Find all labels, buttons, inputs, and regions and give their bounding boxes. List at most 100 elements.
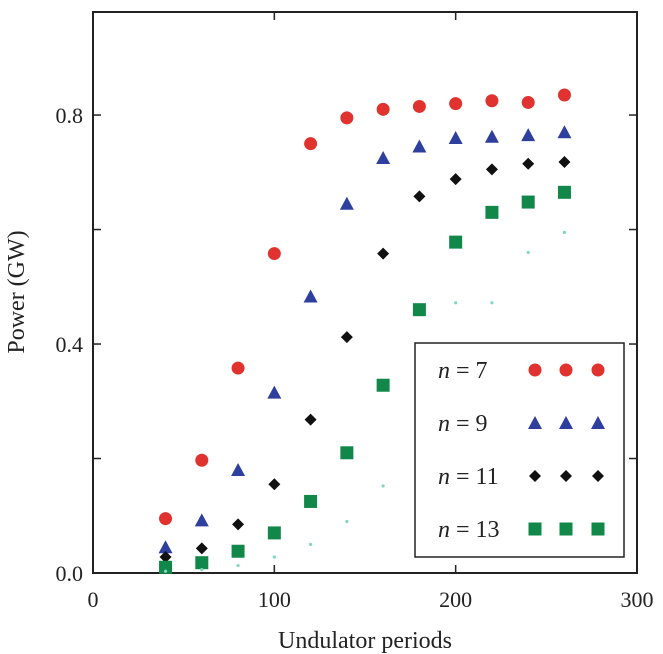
x-tick-label: 100 — [258, 587, 291, 612]
data-point — [200, 567, 204, 572]
legend-label: n = 13 — [438, 517, 500, 543]
legend-marker — [559, 522, 573, 536]
data-point — [557, 88, 571, 102]
data-point — [449, 97, 463, 111]
legend-label-rest: = 9 — [456, 411, 488, 437]
data-point — [449, 235, 463, 249]
data-point — [304, 494, 318, 508]
data-point — [485, 163, 498, 176]
data-point — [340, 446, 354, 460]
data-point — [557, 185, 571, 199]
legend-label-var: n — [438, 358, 450, 384]
data-point — [377, 247, 390, 260]
axis-ticks: 0 100 200 300 0.0 0.4 0.8 — [56, 12, 654, 612]
data-point — [231, 462, 246, 476]
data-point — [158, 540, 173, 554]
y-axis-title: Power (GW) — [4, 230, 30, 353]
y-tick-label: 0.4 — [56, 332, 84, 357]
data-point — [340, 111, 354, 125]
data-point — [413, 190, 426, 203]
data-point — [412, 99, 426, 113]
data-point — [232, 518, 245, 531]
data-point — [272, 555, 276, 559]
data-point — [485, 94, 499, 108]
legend-label: n = 9 — [438, 411, 488, 437]
data-point — [195, 453, 209, 467]
data-point — [195, 556, 209, 570]
legend-label-rest: = 7 — [456, 358, 488, 384]
data-point — [376, 102, 390, 116]
data-point — [268, 478, 281, 491]
data-point — [484, 129, 499, 143]
legend-label-var: n — [438, 411, 450, 437]
data-point — [236, 563, 240, 568]
data-point — [376, 378, 390, 392]
data-point — [558, 155, 571, 168]
data-point — [267, 526, 281, 540]
data-point — [557, 125, 572, 139]
y-tick-label: 0.0 — [56, 561, 84, 586]
data-point — [159, 560, 173, 574]
plot-frame — [92, 11, 638, 574]
series-circle-points — [159, 88, 571, 526]
data-point — [521, 195, 535, 209]
legend-marker — [528, 363, 542, 377]
data-point — [562, 230, 567, 234]
y-tick-label: 0.8 — [56, 103, 84, 128]
data-point — [231, 544, 245, 558]
data-point — [449, 173, 462, 186]
data-point — [194, 513, 209, 527]
data-point — [526, 250, 530, 255]
data-point — [490, 301, 494, 305]
series-diamond-points — [159, 155, 571, 563]
data-point — [345, 519, 349, 524]
data-point — [412, 303, 426, 317]
legend-marker — [592, 470, 604, 482]
legend-label-var: n — [438, 464, 450, 490]
data-point — [303, 289, 318, 303]
data-point — [267, 247, 281, 261]
data-point — [381, 484, 385, 488]
legend: n = 7n = 9n = 11n = 13 — [414, 342, 625, 558]
data-point — [454, 301, 458, 305]
legend-label: n = 7 — [438, 358, 488, 384]
data-point — [448, 130, 463, 144]
data-point — [267, 385, 282, 399]
legend-marker — [528, 522, 542, 536]
data-point — [521, 128, 536, 142]
data-point — [376, 150, 391, 164]
legend-marker — [591, 522, 605, 536]
data-point — [304, 137, 318, 151]
data-point — [159, 550, 172, 563]
data-point — [304, 413, 317, 426]
data-point — [231, 361, 245, 375]
data-point — [339, 196, 354, 210]
x-tick-label: 300 — [621, 587, 654, 612]
data-point — [309, 542, 313, 546]
legend-label: n = 11 — [438, 464, 499, 490]
legend-label-var: n — [438, 517, 450, 543]
data-point — [412, 139, 427, 153]
data-point — [159, 512, 173, 526]
series-triangle-points — [158, 125, 572, 554]
data-point — [521, 95, 535, 109]
legend-marker — [591, 363, 605, 377]
legend-marker — [528, 416, 542, 429]
legend-marker — [529, 470, 541, 482]
data-point — [522, 157, 535, 170]
data-point — [163, 569, 168, 573]
data-points — [158, 88, 572, 574]
data-point — [485, 205, 499, 219]
legend-marker — [559, 416, 573, 429]
legend-box — [414, 342, 625, 558]
legend-marker — [559, 363, 573, 377]
legend-marker — [560, 470, 572, 482]
x-tick-label: 200 — [439, 587, 472, 612]
legend-label-rest: = 11 — [456, 464, 499, 490]
legend-marker — [591, 416, 605, 429]
legend-label-rest: = 13 — [456, 517, 500, 543]
x-tick-label: 0 — [88, 587, 99, 612]
data-point — [195, 542, 208, 555]
x-axis-title: Undulator periods — [278, 628, 452, 654]
